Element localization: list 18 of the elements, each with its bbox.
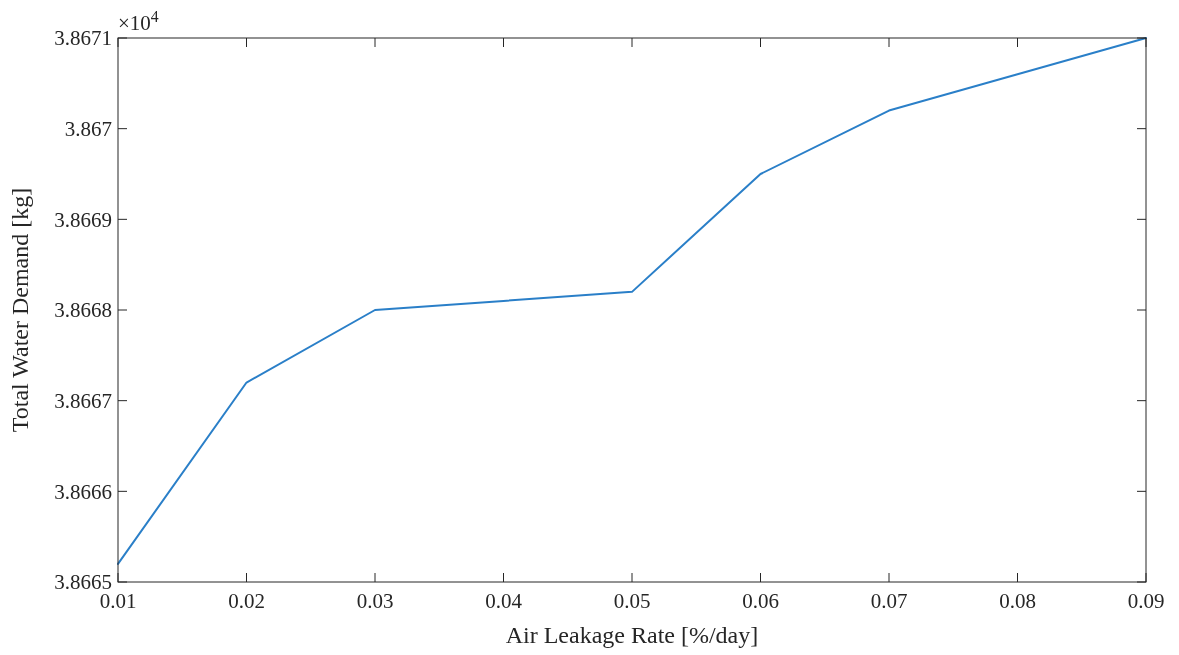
x-tick-label: 0.03	[356, 589, 394, 613]
y-tick-label: 3.8671	[54, 26, 112, 51]
text: ×10$^{4}$	[118, 7, 159, 35]
y-tick-label: 3.8668	[54, 298, 112, 323]
y-tick-label: 3.8666	[54, 479, 112, 504]
x-tick-label: 0.04	[485, 589, 523, 613]
line-series	[117, 37, 1147, 565]
x-tick-label: 0.02	[228, 589, 265, 613]
x-tick-label: 0.05	[613, 589, 651, 613]
y-tick-label: 3.867	[64, 117, 112, 142]
y-axis-title: Total Water Demand [kg]	[7, 187, 33, 433]
x-tick-label: 0.06	[742, 589, 779, 613]
y-tick-label: 3.8669	[54, 207, 112, 232]
x-axis-title: Air Leakage Rate [%/day]	[505, 622, 759, 648]
x-tick-label: 0.09	[1127, 589, 1165, 613]
x-tick-label: 0.07	[870, 589, 908, 613]
y-tick-label: 3.8667	[54, 389, 112, 414]
x-tick-label: 0.08	[999, 589, 1036, 613]
